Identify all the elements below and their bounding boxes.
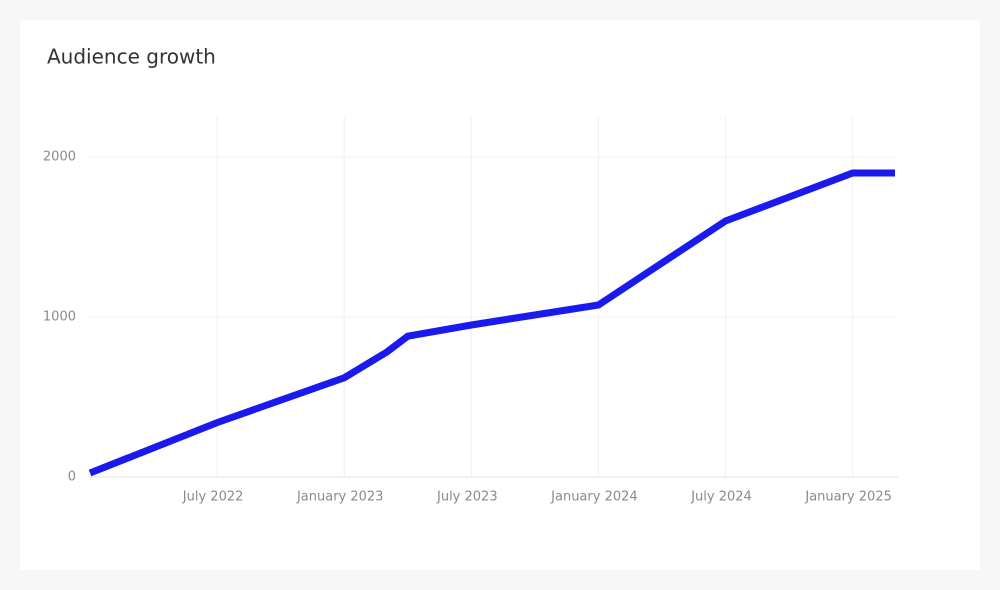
- y-tick-label: 1000: [43, 310, 76, 325]
- y-tick-label: 0: [68, 470, 76, 485]
- x-tick-label: July 2022: [182, 490, 244, 505]
- x-tick-label: January 2023: [296, 490, 384, 505]
- x-tick-label: January 2025: [804, 490, 892, 505]
- y-tick-label: 2000: [43, 150, 76, 165]
- x-tick-label: January 2024: [550, 490, 638, 505]
- x-tick-label: July 2023: [436, 490, 498, 505]
- x-tick-label: July 2024: [690, 490, 752, 505]
- data-line: [88, 169, 895, 477]
- card: [20, 20, 980, 570]
- chart-title: Audience growth: [47, 45, 216, 69]
